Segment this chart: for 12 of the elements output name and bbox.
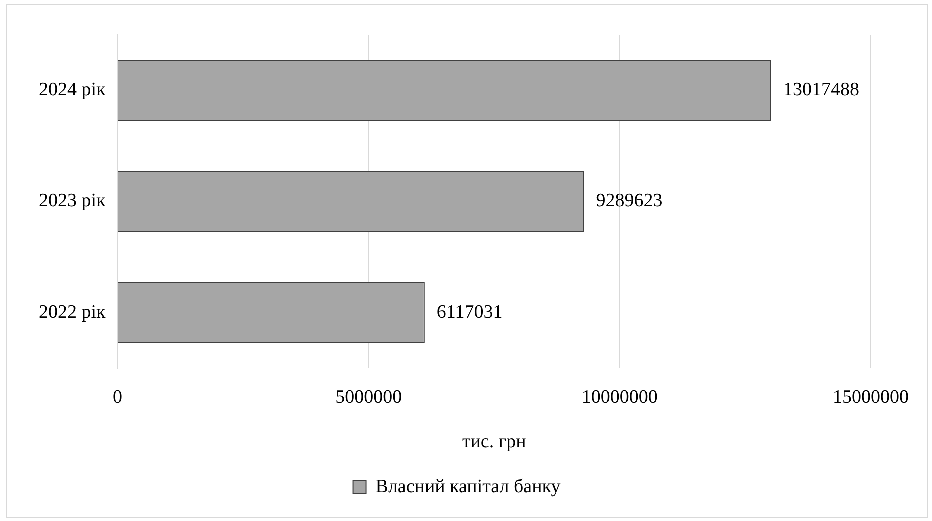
y-tick-label: 2024 рік	[38, 80, 107, 101]
legend-label: Власний капітал банку	[376, 476, 562, 498]
data-label: 9289623	[596, 190, 663, 212]
y-tick-label: 2023 рік	[38, 190, 107, 212]
x-tick-label: 15000000	[833, 386, 909, 408]
x-tick-label: 0	[113, 386, 123, 408]
x-tick-label: 10000000	[582, 386, 658, 408]
x-axis-title: тис. грн	[462, 432, 526, 453]
x-tick-label: 5000000	[336, 386, 402, 408]
data-label: 6117031	[436, 302, 503, 323]
data-label: 13017488	[783, 80, 860, 101]
y-tick-label: 2022 рік	[38, 302, 107, 323]
